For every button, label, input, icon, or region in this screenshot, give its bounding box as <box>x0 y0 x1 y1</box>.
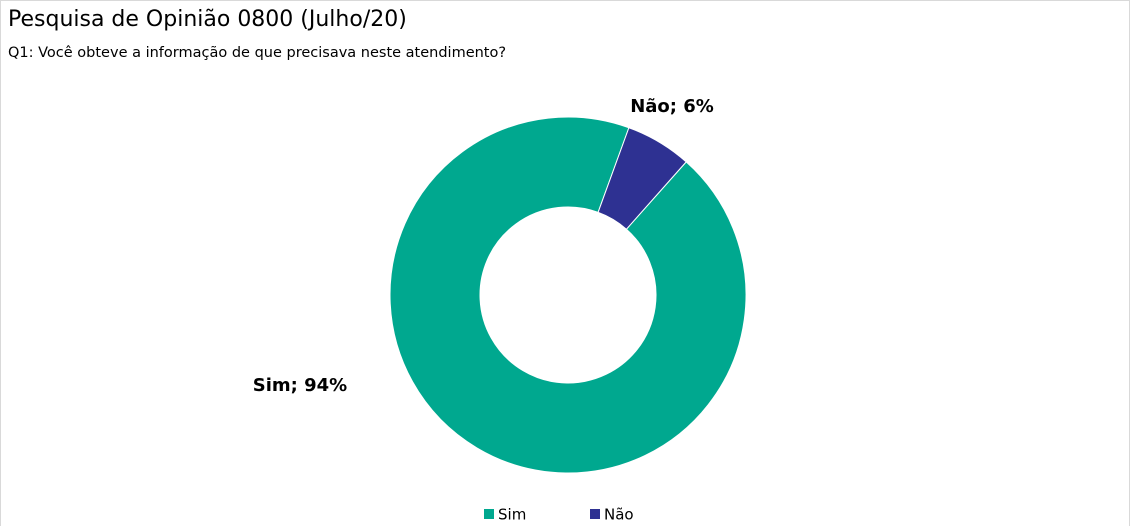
slice <box>597 127 687 230</box>
legend-swatch <box>590 509 600 519</box>
legend-swatch <box>484 509 494 519</box>
data-label: Sim; 94% <box>253 375 347 396</box>
chart-subtitle: Q1: Você obteve a informação de que prec… <box>8 45 506 61</box>
chart-title: Pesquisa de Opinião 0800 (Julho/20) <box>8 7 407 32</box>
slice <box>389 116 747 474</box>
legend-label: Não <box>604 506 634 524</box>
data-label: Não; 6% <box>630 96 714 117</box>
legend-label: Sim <box>498 506 526 524</box>
